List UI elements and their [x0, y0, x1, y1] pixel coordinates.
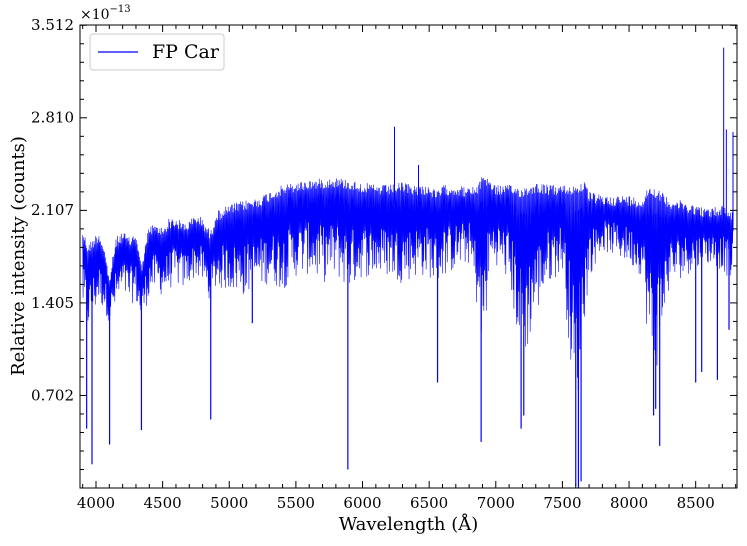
legend-box [89, 33, 225, 71]
y-tick-label: 0.702 [31, 386, 74, 404]
x-tick-label: 6500 [410, 494, 448, 512]
x-tick-label: 7500 [543, 494, 581, 512]
x-tick-label: 8000 [610, 494, 648, 512]
x-tick-label: 6000 [343, 494, 381, 512]
y-tick-label: 1.405 [31, 294, 74, 312]
legend-label: FP Car [152, 41, 220, 63]
y-scale-factor-exponent: −13 [110, 4, 131, 15]
x-tick-label: 5500 [277, 494, 315, 512]
y-axis-label: Relative intensity (counts) [8, 136, 29, 376]
y-scale-factor-base: ×10 [80, 7, 110, 23]
x-tick-label: 8500 [677, 494, 715, 512]
x-tick-label: 4000 [77, 494, 115, 512]
spectrum-trace [82, 47, 734, 488]
y-tick-label: 3.512 [31, 16, 74, 34]
x-tick-label: 7000 [477, 494, 515, 512]
y-tick-label: 2.810 [31, 109, 74, 127]
legend: FP Car [89, 33, 225, 71]
y-axis-ticks: 0.702 1.405 2.107 2.810 3.512 [31, 16, 737, 489]
spectrum-line [82, 177, 734, 391]
plot-frame [79, 24, 738, 489]
y-tick-label: 2.107 [31, 201, 74, 219]
y-scale-factor: ×10−13 [80, 4, 131, 23]
x-axis-label: Wavelength (Å) [339, 513, 479, 535]
x-tick-label: 5000 [210, 494, 248, 512]
x-axis-ticks: 4000 4500 5000 5500 6000 6500 7000 7500 8000 8500 [77, 25, 737, 512]
x-tick-label: 4500 [144, 494, 182, 512]
